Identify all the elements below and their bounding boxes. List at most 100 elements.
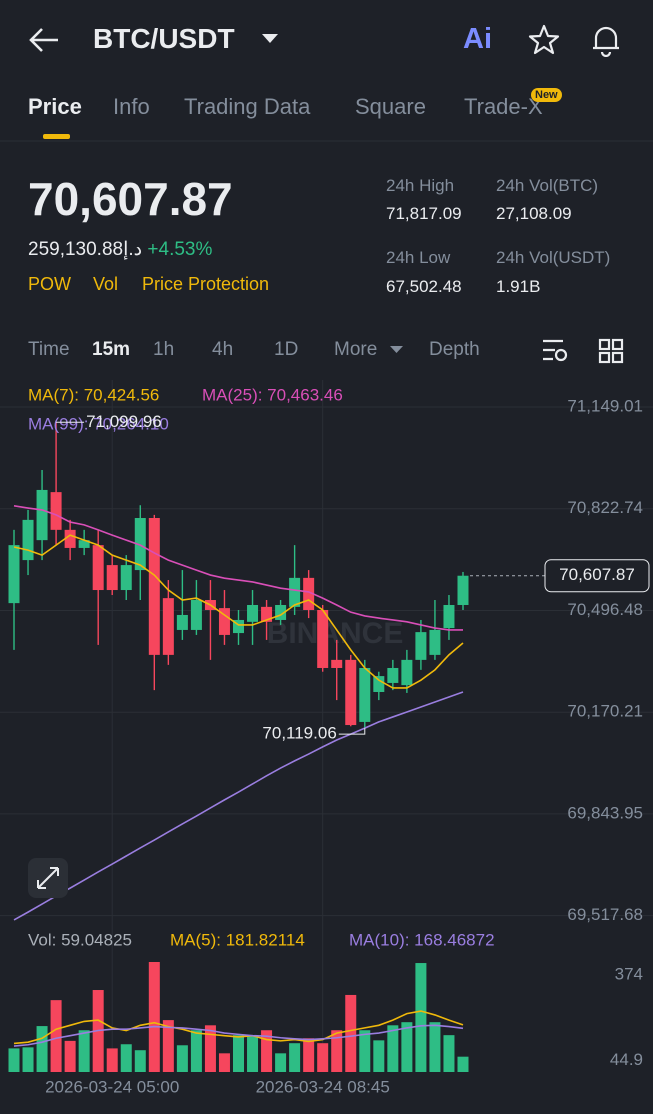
pair-title[interactable]: BTC/USDT	[93, 23, 235, 54]
candle-body	[359, 667, 371, 722]
candle-body	[92, 545, 104, 591]
tag[interactable]: Vol	[93, 274, 119, 294]
volume-bar	[190, 1030, 202, 1072]
volume-ma-legend: MA(10): 168.46872	[349, 930, 495, 949]
volume-tick-label: 374	[615, 964, 643, 983]
volume-bar	[401, 1022, 413, 1072]
volume-bar	[78, 1030, 90, 1072]
last-price-label: 70,607.87	[559, 565, 635, 584]
y-tick-label: 71,149.01	[567, 396, 643, 415]
y-tick-label: 70,496.48	[567, 600, 643, 619]
candle-body	[317, 609, 329, 668]
volume-bar	[275, 1053, 287, 1072]
candle-body	[176, 614, 188, 630]
last-price-box	[544, 559, 650, 593]
high-label: 71,099.96	[86, 412, 162, 431]
interval[interactable]: 1h	[153, 339, 175, 360]
favorite-button[interactable]	[528, 24, 560, 56]
candle-body	[148, 518, 160, 655]
ma-legend: MA(7): 70,424.56	[28, 385, 159, 404]
interval[interactable]: 4h	[212, 339, 234, 360]
volume-bar	[233, 1035, 244, 1072]
volume-bar	[289, 1043, 301, 1072]
volume-bar	[443, 1035, 455, 1072]
tab[interactable]: Square	[355, 94, 426, 119]
low-marker	[338, 728, 366, 735]
volume-ma-line	[13, 1010, 464, 1045]
volume-bar	[373, 1040, 385, 1072]
layout-button[interactable]	[598, 338, 624, 364]
interval[interactable]: More	[334, 339, 378, 360]
fiat-value: 259,130.88	[28, 239, 124, 260]
back-button[interactable]	[28, 26, 60, 54]
tab[interactable]: Price	[28, 94, 82, 119]
ma-legend: MA(25): 70,463.46	[202, 385, 343, 404]
volume-bar	[345, 994, 357, 1072]
volume-bar	[36, 1026, 48, 1072]
candle-body	[331, 659, 343, 668]
stat-label: 24h Vol(BTC)	[496, 176, 599, 195]
candle-body	[22, 519, 34, 561]
stat-value: 1.91B	[496, 277, 541, 296]
x-tick-label: 2026-03-24 05:00	[45, 1077, 179, 1096]
low-label: 70,119.06	[262, 724, 336, 743]
tab[interactable]: Trading Data	[184, 94, 311, 119]
expand-icon	[37, 867, 59, 889]
candle-body	[233, 619, 244, 634]
candle-body	[387, 667, 399, 683]
y-tick-label: 70,170.21	[567, 702, 643, 721]
price-change: +4.53%	[147, 239, 213, 260]
interval[interactable]: Depth	[429, 339, 480, 360]
interval[interactable]: 1D	[274, 339, 299, 360]
volume-bar	[303, 1038, 315, 1072]
candle-body	[303, 577, 315, 610]
pair-dropdown[interactable]	[262, 34, 278, 44]
interval[interactable]: Time	[28, 339, 70, 360]
ma-line	[13, 505, 463, 631]
candle-body	[415, 632, 427, 660]
candle-body	[64, 529, 76, 548]
candle-body	[36, 489, 48, 541]
volume-bar	[50, 1000, 62, 1072]
volume-bar	[8, 1048, 20, 1072]
stat-label: 24h Low	[386, 248, 451, 267]
candle-body	[345, 659, 357, 726]
volume-bar	[120, 1044, 132, 1072]
ma-legend: MA(99): 70,264.10	[28, 414, 169, 433]
tab[interactable]: Trade-X	[464, 94, 543, 119]
candle-body	[429, 629, 441, 655]
more-dropdown[interactable]	[390, 346, 403, 354]
tag[interactable]: Price Protection	[142, 274, 270, 294]
candle-body	[190, 600, 202, 630]
volume-bar	[22, 1047, 34, 1072]
volume-bar	[148, 962, 160, 1072]
volume-title: Vol: 59.04825	[28, 930, 132, 949]
tag[interactable]: POW	[28, 274, 71, 294]
volume-bar	[415, 963, 427, 1072]
volume-ma-legend: MA(5): 181.82114	[170, 930, 305, 949]
candle-body	[261, 606, 273, 622]
candle-body	[401, 659, 413, 686]
volume-bar	[247, 1035, 259, 1072]
last-price: 70,607.87	[28, 173, 233, 225]
candle-body	[78, 540, 90, 548]
volume-bar	[162, 1020, 174, 1072]
stat-label: 24h High	[386, 176, 455, 195]
volume-bar	[457, 1056, 469, 1072]
ai-button[interactable]: Ai	[463, 23, 492, 55]
ma-line	[13, 534, 464, 689]
interval[interactable]: 15m	[92, 339, 131, 360]
indicator-settings[interactable]	[541, 338, 569, 364]
candle-body	[50, 492, 62, 530]
stat-value: 67,502.48	[386, 277, 462, 296]
candle-body	[162, 598, 174, 655]
new-badge: New	[531, 88, 562, 102]
tab[interactable]: Info	[113, 94, 150, 119]
fiat-price: 259,130.88د.إ +4.53%	[28, 238, 212, 261]
candle-body	[289, 577, 301, 607]
alert-button[interactable]	[590, 23, 622, 57]
volume-bar	[204, 1025, 216, 1072]
volume-bar	[176, 1045, 188, 1072]
